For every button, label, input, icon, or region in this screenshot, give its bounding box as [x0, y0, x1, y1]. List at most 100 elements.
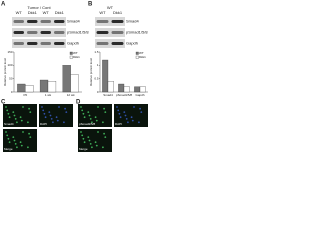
- lane-label: WT: [99, 10, 106, 15]
- cell: [63, 121, 65, 124]
- micrograph: [78, 129, 112, 152]
- cell: [28, 107, 30, 110]
- cell: [5, 106, 7, 108]
- blot-strip: [12, 39, 66, 48]
- cell: [117, 109, 120, 112]
- band: [13, 42, 24, 45]
- cell: [20, 119, 23, 122]
- blot-strip: [95, 39, 125, 48]
- bar: [25, 85, 34, 93]
- cell: [19, 141, 22, 144]
- band: [111, 20, 124, 23]
- micrograph-label: Smad4: [4, 122, 14, 126]
- row-label: Smad4: [67, 19, 80, 24]
- legend-swatch: [69, 51, 73, 55]
- cell: [22, 106, 24, 108]
- legend-swatch: [69, 55, 73, 59]
- legend-label: WT: [139, 51, 144, 55]
- cell: [8, 116, 11, 119]
- legend-swatch: [135, 55, 139, 59]
- bar: [70, 74, 79, 93]
- cell: [104, 136, 107, 139]
- y-axis-label: Relative protein level: [3, 58, 7, 86]
- cell: [82, 137, 85, 140]
- legend-label: Dkk1: [139, 55, 146, 59]
- cell: [87, 136, 90, 139]
- cell: [5, 131, 7, 133]
- cell: [127, 121, 129, 124]
- x-tick-label: Gapdh: [135, 93, 144, 97]
- bar: [39, 79, 49, 93]
- band: [111, 31, 124, 34]
- band: [40, 31, 51, 34]
- cell: [28, 132, 30, 135]
- cell: [49, 114, 52, 117]
- x-tick-label: P0: [23, 93, 27, 97]
- cell: [103, 107, 105, 110]
- row-label: pSmad1/5/8: [126, 30, 148, 35]
- cell: [133, 106, 135, 108]
- cell: [97, 131, 99, 133]
- micrograph: [3, 104, 37, 127]
- band: [54, 42, 65, 45]
- cell: [119, 116, 122, 119]
- micrograph-label: pSmad1/5/8: [79, 122, 96, 126]
- cell: [12, 136, 15, 139]
- y-tick-label: 50: [9, 76, 13, 80]
- cell: [41, 106, 43, 108]
- cell: [20, 144, 23, 147]
- cell: [48, 111, 51, 113]
- lane-label: Dkk1: [28, 10, 38, 15]
- cell: [29, 111, 32, 113]
- y-tick-label: 1: [97, 63, 99, 67]
- micrograph: [78, 104, 112, 127]
- cell: [124, 114, 127, 117]
- cell: [87, 111, 90, 113]
- cell: [118, 112, 121, 115]
- x-tick-label: 1 wk: [45, 93, 52, 97]
- cell: [83, 141, 86, 144]
- band: [111, 42, 124, 45]
- bar: [62, 65, 71, 93]
- band: [27, 42, 38, 45]
- bar: [47, 81, 57, 93]
- cell: [27, 121, 29, 124]
- panel-label: A: [1, 2, 6, 8]
- band: [96, 20, 109, 23]
- cell: [16, 146, 18, 149]
- cell: [95, 119, 98, 122]
- cell: [22, 131, 24, 133]
- cell: [6, 134, 9, 137]
- y-tick-label: 150: [7, 50, 12, 54]
- band: [40, 42, 51, 45]
- cell: [19, 116, 22, 119]
- blot-header: WT: [107, 5, 114, 10]
- band: [27, 20, 38, 23]
- cell: [14, 143, 17, 145]
- cell: [7, 112, 10, 115]
- cell: [81, 109, 84, 112]
- cell: [102, 146, 104, 149]
- band: [27, 31, 38, 34]
- bar: [17, 83, 26, 93]
- x-tick-label: 12 wk: [67, 93, 75, 97]
- band: [54, 31, 65, 34]
- cell: [8, 141, 11, 144]
- cell: [131, 119, 134, 122]
- row-label: Gapdh: [67, 41, 79, 46]
- cell: [89, 143, 92, 145]
- row-label: Gapdh: [126, 41, 138, 46]
- cell: [94, 141, 97, 144]
- legend-label: Dkk1: [73, 55, 80, 59]
- x-tick-label: Smad4: [103, 93, 113, 97]
- cell: [130, 116, 133, 119]
- cell: [42, 109, 45, 112]
- cell: [52, 121, 54, 124]
- cell: [94, 116, 97, 119]
- panel-label: D: [76, 100, 81, 106]
- blot-header: Tumor / Cont: [27, 5, 51, 10]
- micrograph: [3, 129, 37, 152]
- cell: [44, 116, 47, 119]
- blot-strip: [12, 28, 66, 37]
